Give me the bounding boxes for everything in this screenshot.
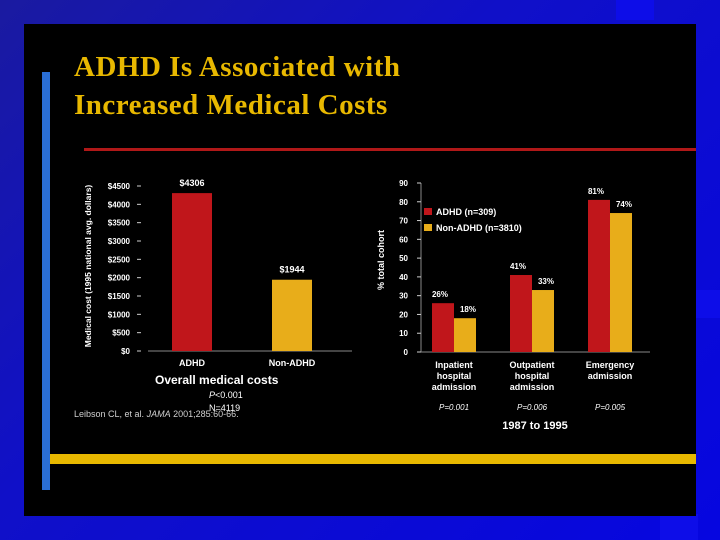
citation: Leibson CL, et al. JAMA 2001;285:60-66. (74, 409, 239, 419)
chart2-bar (588, 199, 610, 352)
chart2-legend-swatch (424, 208, 432, 215)
slide-title: ADHD Is Associated with Increased Medica… (74, 48, 401, 124)
chart2-legend-label: ADHD (n=309) (436, 207, 496, 217)
chart2-category-label: hospital (437, 371, 472, 381)
chart1-category-label: ADHD (179, 358, 205, 368)
chart1-bar (272, 279, 312, 351)
title-rule (84, 148, 696, 151)
chart1-value-label: $4306 (179, 178, 204, 188)
chart1-y-tick-label: $2500 (108, 255, 131, 264)
chart2-category-label: admission (588, 371, 633, 381)
chart2-category-label: admission (510, 382, 555, 392)
chart2-y-tick-label: 70 (399, 217, 408, 226)
chart2-caption: 1987 to 1995 (502, 420, 567, 432)
slide (24, 24, 696, 516)
chart2-category-label: Outpatient (510, 360, 555, 370)
chart2-legend-swatch (424, 224, 432, 231)
chart1-y-tick-label: $4500 (108, 182, 131, 191)
chart2-y-tick-label: 30 (399, 292, 408, 301)
chart1-y-axis-label: Medical cost (1995 national avg. dollars… (83, 185, 93, 348)
chart2-p-value: P=0.006 (517, 403, 548, 412)
bottom-accent-bar (50, 454, 696, 464)
chart2-legend-label: Non-ADHD (n=3810) (436, 223, 522, 233)
chart2-value-label: 74% (616, 200, 632, 209)
chart2-bar (454, 318, 476, 352)
citation-authors: Leibson CL, et al. (74, 409, 145, 419)
chart2-category-label: Inpatient (435, 360, 473, 370)
citation-ref: 2001;285:60-66. (173, 409, 239, 419)
chart2-y-tick-label: 80 (399, 198, 408, 207)
chart1-y-tick-label: $1000 (108, 310, 131, 319)
chart1-y-tick-label: $1500 (108, 292, 131, 301)
chart2-p-value: P=0.005 (595, 403, 626, 412)
chart2-value-label: 18% (460, 305, 476, 314)
chart2-y-tick-label: 10 (399, 329, 408, 338)
chart1-category-label: Non-ADHD (269, 358, 316, 368)
left-accent-bar (42, 72, 50, 490)
chart1-value-label: $1944 (279, 265, 304, 275)
chart2-y-axis-label: % total cohort (376, 230, 386, 290)
chart2-bar (510, 275, 532, 352)
decor-square-top (616, 0, 654, 20)
chart1-y-tick-label: $0 (121, 347, 130, 356)
chart2-y-tick-label: 90 (399, 179, 408, 188)
decor-square-bottom (660, 514, 698, 540)
chart2-value-label: 33% (538, 277, 554, 286)
chart1-y-tick-label: $3000 (108, 237, 131, 246)
slide-title-line2: Increased Medical Costs (74, 89, 388, 121)
chart2-y-tick-label: 60 (399, 235, 408, 244)
chart2-y-tick-label: 40 (399, 273, 408, 282)
chart1-y-tick-label: $2000 (108, 274, 131, 283)
chart1-y-tick-label: $500 (112, 329, 130, 338)
chart1-y-tick-label: $3500 (108, 219, 131, 228)
chart1-caption: Overall medical costs (155, 373, 279, 387)
chart2-bar (532, 290, 554, 352)
chart2-value-label: 26% (432, 290, 448, 299)
citation-journal: JAMA (146, 409, 171, 419)
chart1-p-value: P<0.001 (209, 390, 243, 400)
chart2-p-value: P=0.001 (439, 403, 469, 412)
chart2-category-label: admission (432, 382, 477, 392)
chart2-value-label: 81% (588, 187, 604, 196)
chart2-value-label: 41% (510, 262, 526, 271)
decor-square-right (696, 290, 720, 318)
chart2-category-label: Emergency (586, 360, 635, 370)
slide-title-line1: ADHD Is Associated with (74, 51, 401, 83)
chart2-category-label: hospital (515, 371, 550, 381)
chart1-y-tick-label: $4000 (108, 200, 131, 209)
chart2-bar (432, 303, 454, 352)
chart2-y-tick-label: 20 (399, 310, 408, 319)
chart2-bar (610, 213, 632, 352)
chart1-n-label: N=4119 (209, 403, 240, 413)
chart2-y-tick-label: 50 (399, 254, 408, 263)
chart2-y-tick-label: 0 (404, 348, 409, 357)
chart1-bar (172, 193, 212, 351)
